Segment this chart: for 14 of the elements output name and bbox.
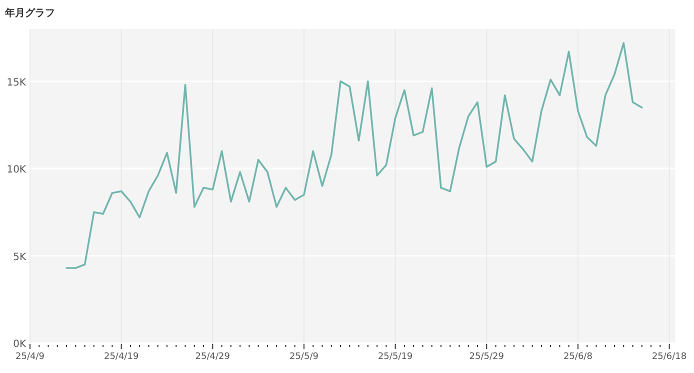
x-tick-label: 25/5/19 (378, 352, 413, 362)
y-tick-label: 15K (6, 77, 26, 88)
x-tick-label: 25/6/8 (563, 352, 593, 362)
y-tick-label: 10K (6, 164, 26, 176)
x-tick-label: 25/5/9 (290, 352, 319, 362)
y-tick-label: 0K (13, 339, 26, 350)
x-tick-label: 25/6/18 (652, 352, 687, 362)
y-tick-label: 5K (13, 252, 26, 263)
chart-title: 年月グラフ (4, 7, 55, 19)
x-tick-label: 25/4/9 (16, 352, 45, 362)
line-series (66, 42, 643, 269)
x-tick-label: 25/4/29 (195, 352, 230, 362)
x-tick-label: 25/5/29 (469, 352, 504, 362)
x-tick-label: 25/4/19 (104, 352, 139, 362)
